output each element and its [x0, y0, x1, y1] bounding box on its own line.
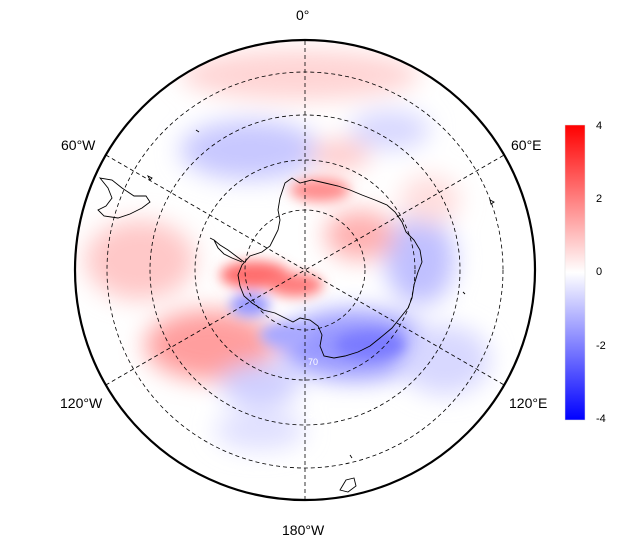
colorbar-tick-4: 4: [596, 120, 603, 132]
antarctic-peninsula: [209, 237, 245, 263]
antarctica-coastline: [237, 177, 423, 359]
island-kerguelen: [489, 199, 495, 205]
island-heard: [462, 291, 466, 295]
lon-label-120w: 120°W: [60, 395, 103, 411]
latitude-circle: [194, 159, 416, 381]
lon-label-60w: 60°W: [61, 137, 96, 153]
graticule: [105, 40, 505, 500]
lon-label-0: 0°: [296, 7, 310, 23]
latitude-label-60: 60: [308, 410, 318, 420]
latitude-label-70: 70: [308, 357, 318, 367]
colorbar: [564, 124, 586, 421]
coastline: [97, 129, 495, 493]
island-macquarie: [349, 454, 353, 459]
colorbar-tick-2: 2: [596, 193, 603, 205]
lon-label-60e: 60°E: [511, 137, 542, 153]
latitude-label-50: 50: [308, 454, 318, 464]
lon-label-180w: 180°W: [282, 522, 325, 538]
colorbar-tick-neg4: -4: [596, 413, 606, 425]
map-boundary: [73, 38, 537, 502]
anomaly-field: [75, 40, 535, 500]
colorbar-tick-0: 0: [596, 266, 603, 278]
new-zealand-fragment: [339, 477, 357, 493]
south-america-tip: [97, 177, 151, 219]
island-south-georgia: [146, 174, 153, 181]
colorbar-tick-neg2: -2: [596, 340, 606, 352]
lon-label-120e: 120°E: [509, 395, 548, 411]
island-bouvet: [195, 129, 200, 133]
